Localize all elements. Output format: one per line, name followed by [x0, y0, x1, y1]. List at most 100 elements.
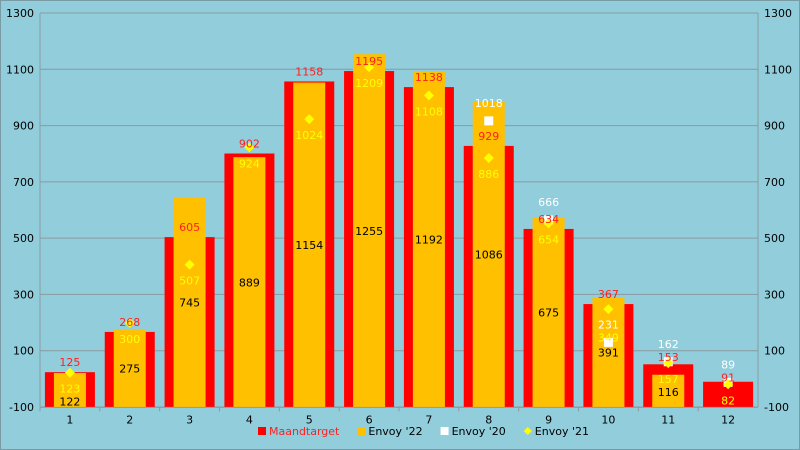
x-tick-label: 6 — [366, 413, 373, 426]
marker-envoy-21 — [304, 114, 315, 125]
label-maandtarget: 1195 — [355, 55, 383, 68]
marker-envoy-21 — [603, 304, 614, 315]
y-tick-label-right: 1300 — [764, 7, 792, 20]
y-tick-label-right: 900 — [764, 120, 785, 133]
label-envoy-21: 82 — [721, 394, 735, 407]
x-tick-label: 4 — [246, 413, 253, 426]
bar-envoy-22 — [592, 297, 625, 408]
marker-envoy-21 — [124, 317, 135, 328]
bar-envoy-22 — [113, 329, 146, 408]
x-tick-label: 11 — [661, 413, 675, 426]
label-envoy-22: 1086 — [475, 249, 503, 262]
label-envoy-22: 391 — [598, 346, 619, 359]
x-tick-label: 7 — [425, 413, 432, 426]
bar-envoy-22 — [472, 101, 505, 408]
label-envoy-22: 122 — [59, 395, 80, 408]
marker-envoy-21 — [244, 142, 255, 153]
y-tick-label-right: 300 — [764, 288, 785, 301]
legend-label: Envoy '20 — [452, 425, 506, 438]
label-envoy-21: 1024 — [295, 129, 323, 142]
legend-swatch — [258, 427, 266, 435]
label-envoy-21: 1209 — [355, 77, 383, 90]
x-tick-label: 5 — [306, 413, 313, 426]
label-envoy-21: 300 — [119, 333, 140, 346]
marker-envoy-21 — [723, 379, 734, 390]
label-envoy-21: 654 — [538, 233, 559, 246]
label-envoy-20: 89 — [721, 358, 735, 371]
label-maandtarget: 268 — [119, 316, 140, 329]
label-envoy-20: 666 — [538, 196, 559, 209]
bar-envoy-22 — [532, 217, 565, 408]
x-tick-label: 2 — [126, 413, 133, 426]
label-envoy-22: 889 — [239, 276, 260, 289]
y-tick-label-left: 300 — [13, 288, 34, 301]
y-tick-label-right: 100 — [764, 345, 785, 358]
y-tick-label-left: 900 — [13, 120, 34, 133]
label-envoy-22: 116 — [658, 386, 679, 399]
label-envoy-21: 1108 — [415, 106, 443, 119]
marker-envoy-20 — [603, 337, 613, 347]
bar-envoy-22 — [53, 373, 86, 408]
bar-envoy-22 — [412, 71, 445, 408]
marker-envoy-21 — [423, 90, 434, 101]
label-maandtarget: 1158 — [295, 65, 323, 78]
label-maandtarget: 367 — [598, 288, 619, 301]
y-tick-label-left: 100 — [13, 345, 34, 358]
legend-swatch — [523, 427, 532, 435]
legend: Maandtarget Envoy '22 Envoy '20 Envoy '21 — [258, 425, 589, 438]
marker-envoy-21 — [543, 218, 554, 229]
label-envoy-22: 1255 — [355, 225, 383, 238]
label-envoy-21: 157 — [658, 373, 679, 386]
label-maandtarget: 929 — [478, 130, 499, 143]
legend-swatch — [357, 427, 366, 435]
marker-envoy-20 — [484, 116, 494, 126]
x-tick-label: 1 — [66, 413, 73, 426]
y-tick-label-right: -100 — [764, 401, 789, 414]
legend-swatch — [440, 427, 449, 435]
marker-envoy-21 — [184, 259, 195, 270]
label-maandtarget: 634 — [538, 213, 559, 226]
x-tick-label: 3 — [186, 413, 193, 426]
y-tick-label-left: 500 — [13, 232, 34, 245]
y-tick-label-right: 1100 — [764, 63, 792, 76]
label-envoy-21: 507 — [179, 275, 200, 288]
legend-label: Envoy '21 — [535, 425, 589, 438]
label-maandtarget: 1138 — [415, 71, 443, 84]
bar-envoy-22 — [173, 197, 206, 408]
label-envoy-22: 275 — [119, 363, 140, 376]
label-envoy-21: 886 — [478, 168, 499, 181]
y-tick-label-left: 1300 — [6, 7, 34, 20]
bars — [44, 54, 754, 408]
bar-envoy-22 — [652, 374, 685, 408]
bar-envoy-22 — [353, 54, 386, 408]
label-maandtarget: 125 — [59, 356, 80, 369]
x-tick-label: 9 — [545, 413, 552, 426]
label-envoy-21: 349 — [598, 331, 619, 344]
label-envoy-20: 231 — [598, 318, 619, 331]
label-maandtarget: 902 — [239, 138, 260, 151]
y-tick-label-left: -100 — [9, 401, 34, 414]
label-envoy-22: 1154 — [295, 239, 323, 252]
x-tick-label: 8 — [485, 413, 492, 426]
label-envoy-21: 924 — [239, 157, 260, 170]
legend-label: Maandtarget — [269, 425, 340, 438]
label-maandtarget: 91 — [721, 371, 735, 384]
label-maandtarget: 605 — [179, 221, 200, 234]
label-envoy-20: 1018 — [475, 97, 503, 110]
label-envoy-22: 1192 — [415, 234, 443, 247]
marker-envoy-21 — [483, 153, 494, 164]
marker-envoy-21 — [663, 358, 674, 369]
marker-envoy-21 — [364, 62, 375, 73]
x-tick-label: 12 — [721, 413, 735, 426]
label-envoy-22: 675 — [538, 306, 559, 319]
label-envoy-21: 123 — [59, 382, 80, 395]
marker-envoy-21 — [64, 367, 75, 378]
label-envoy-22: 745 — [179, 297, 200, 310]
label-envoy-20: 162 — [658, 338, 679, 351]
y-tick-label-right: 700 — [764, 176, 785, 189]
markers — [64, 62, 734, 390]
y-tick-label-left: 1100 — [6, 63, 34, 76]
